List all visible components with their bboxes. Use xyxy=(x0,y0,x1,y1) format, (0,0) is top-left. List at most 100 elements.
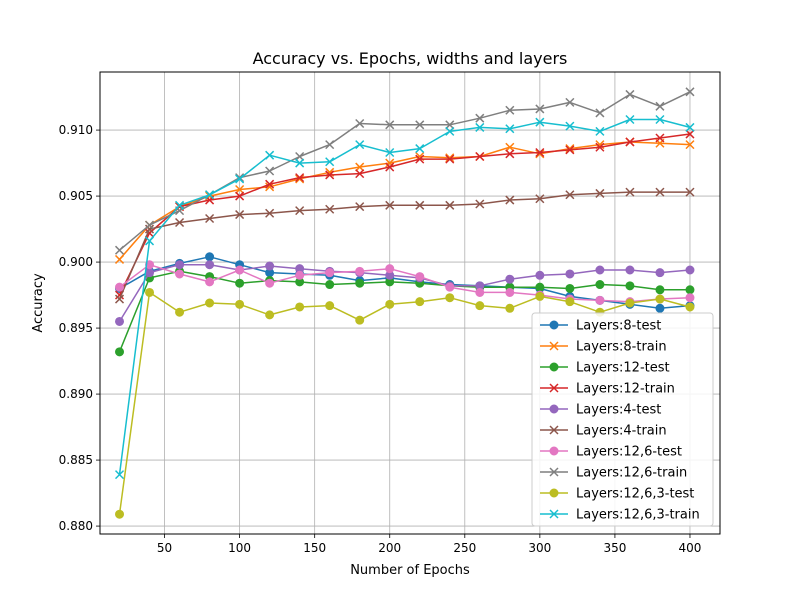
x-tick-label: 400 xyxy=(679,541,702,555)
data-point xyxy=(685,285,695,295)
ticks: 50 100 150 200 250 300 350 400 0.880 0.885 0.890 0.… xyxy=(59,123,702,555)
data-point xyxy=(475,199,485,209)
chart-title: Accuracy vs. Epochs, widths and layers xyxy=(253,49,568,68)
data-point xyxy=(595,295,605,305)
data-point xyxy=(115,282,125,292)
legend-item: Layers:12,6-test xyxy=(540,445,682,460)
data-point xyxy=(415,272,425,282)
y-axis-label: Accuracy xyxy=(31,273,46,333)
data-point xyxy=(445,153,455,163)
series-4 xyxy=(114,129,695,300)
legend: Layers:8-test Layers:8-train Layers:12-tes… xyxy=(531,312,714,527)
legend-label: Layers:4-test xyxy=(576,403,661,418)
legend-marker xyxy=(549,446,559,456)
y-tick-label: 0.910 xyxy=(59,123,93,137)
series-line xyxy=(118,291,691,515)
data-point xyxy=(625,298,635,308)
data-point xyxy=(235,210,245,220)
legend-label: Layers:12-test xyxy=(576,361,670,376)
x-tick-label: 250 xyxy=(453,541,476,555)
data-point xyxy=(685,122,695,132)
data-point xyxy=(505,195,515,205)
data-point xyxy=(565,190,575,200)
data-point xyxy=(505,303,515,313)
data-point xyxy=(685,293,695,303)
data-point xyxy=(175,269,185,279)
legend-item: Layers:4-test xyxy=(540,403,661,418)
data-point xyxy=(655,303,665,313)
data-point xyxy=(175,200,185,210)
legend-label: Layers:8-test xyxy=(576,319,661,334)
data-point xyxy=(535,147,545,158)
data-point xyxy=(295,206,305,216)
data-point xyxy=(265,166,275,176)
data-point xyxy=(355,202,365,212)
data-point xyxy=(505,105,515,115)
series-line xyxy=(119,263,691,303)
data-point xyxy=(355,169,365,179)
series-6 xyxy=(114,187,695,304)
x-tick-label: 50 xyxy=(157,541,172,555)
data-point xyxy=(325,140,335,150)
data-point xyxy=(145,236,155,246)
data-point xyxy=(325,204,335,214)
data-point xyxy=(295,173,305,183)
y-tick-label: 0.890 xyxy=(59,387,93,401)
data-point xyxy=(325,170,335,180)
data-point xyxy=(325,268,335,278)
x-axis-label: Number of Epochs xyxy=(350,563,470,578)
data-point xyxy=(355,162,365,172)
data-point xyxy=(115,316,125,326)
data-point xyxy=(114,294,125,304)
data-point xyxy=(205,277,215,287)
data-point xyxy=(355,266,365,276)
data-point xyxy=(325,157,335,167)
data-point xyxy=(595,265,605,275)
legend-label: Layers:12,6,3-test xyxy=(576,487,694,502)
series-line xyxy=(118,270,690,353)
data-point xyxy=(235,191,245,201)
data-point xyxy=(505,149,515,159)
y-tick-label: 0.905 xyxy=(59,189,93,203)
legend-box xyxy=(531,312,714,527)
series-line xyxy=(118,141,691,260)
data-point xyxy=(355,118,365,129)
data-point xyxy=(655,187,665,197)
data-point xyxy=(295,158,305,168)
legend-marker xyxy=(549,509,559,519)
data-point xyxy=(115,347,125,357)
plot-frame xyxy=(99,71,721,535)
data-point xyxy=(505,142,515,152)
data-point xyxy=(265,278,275,288)
legend-item: Layers:4-train xyxy=(540,424,667,439)
y-tick-label: 0.900 xyxy=(59,255,93,269)
data-point xyxy=(355,278,365,288)
data-point xyxy=(685,265,695,275)
data-point xyxy=(415,144,425,154)
data-point xyxy=(205,213,215,224)
data-point xyxy=(535,282,545,292)
y-tick-label: 0.895 xyxy=(59,321,93,335)
data-point xyxy=(565,121,575,131)
data-point xyxy=(445,293,455,303)
x-tick-label: 350 xyxy=(603,541,626,555)
legend-label: Layers:12,6,3-train xyxy=(576,508,700,523)
data-point xyxy=(415,120,425,130)
data-point xyxy=(235,184,245,195)
data-point xyxy=(475,113,485,123)
data-point xyxy=(655,294,665,304)
data-point xyxy=(385,162,395,172)
legend-marker xyxy=(549,383,559,393)
data-point xyxy=(145,268,155,278)
legend-marker xyxy=(549,467,559,477)
legend-item: Layers:8-train xyxy=(540,340,667,355)
data-point xyxy=(475,301,485,311)
data-point xyxy=(175,260,185,270)
legend-label: Layers:8-train xyxy=(576,340,667,355)
data-point xyxy=(565,297,575,307)
series-line xyxy=(118,133,691,296)
legend-marker xyxy=(549,362,559,372)
data-point xyxy=(565,269,575,279)
data-point xyxy=(685,129,695,139)
data-point xyxy=(535,194,545,204)
